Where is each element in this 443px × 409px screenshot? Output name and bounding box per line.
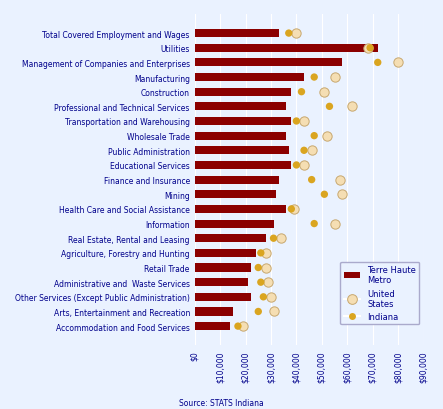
Point xyxy=(240,323,247,330)
Point xyxy=(308,177,315,184)
Point xyxy=(374,60,381,67)
Point xyxy=(293,119,300,125)
Point xyxy=(323,133,330,139)
Point xyxy=(338,191,346,198)
Bar xyxy=(195,293,251,301)
Point xyxy=(331,74,338,81)
Bar xyxy=(195,147,289,155)
Point xyxy=(257,250,264,256)
Bar xyxy=(195,132,286,140)
Point xyxy=(262,250,269,256)
Point xyxy=(336,177,343,184)
Point xyxy=(293,31,300,37)
Bar xyxy=(195,74,304,82)
Point xyxy=(300,162,307,169)
Point xyxy=(285,31,292,37)
Point xyxy=(321,191,328,198)
Point xyxy=(364,45,371,52)
Legend: Terre Haute
Metro, United
States, Indiana: Terre Haute Metro, United States, Indian… xyxy=(341,262,420,325)
Point xyxy=(298,89,305,96)
Bar xyxy=(195,249,256,257)
Bar xyxy=(195,220,273,228)
Point xyxy=(321,89,328,96)
Point xyxy=(366,45,373,52)
Bar xyxy=(195,118,291,126)
Bar xyxy=(195,264,251,272)
Point xyxy=(234,323,241,330)
Bar xyxy=(195,59,342,67)
Point xyxy=(311,133,318,139)
Bar xyxy=(195,191,276,199)
Bar xyxy=(195,88,291,97)
Point xyxy=(270,235,277,242)
Bar xyxy=(195,322,230,330)
Point xyxy=(349,104,356,110)
Point xyxy=(311,74,318,81)
Bar xyxy=(195,45,378,53)
Point xyxy=(331,221,338,227)
Point xyxy=(311,221,318,227)
Point xyxy=(270,308,277,315)
Point xyxy=(268,294,275,300)
Point xyxy=(260,294,267,300)
Point xyxy=(300,119,307,125)
Point xyxy=(288,206,295,213)
Bar xyxy=(195,162,291,170)
Text: Source: STATS Indiana: Source: STATS Indiana xyxy=(179,398,264,407)
Point xyxy=(300,148,307,154)
Bar xyxy=(195,103,286,111)
Point xyxy=(308,148,315,154)
Bar xyxy=(195,176,279,184)
Bar xyxy=(195,279,248,286)
Point xyxy=(278,235,285,242)
Point xyxy=(255,265,262,271)
Bar xyxy=(195,30,279,38)
Point xyxy=(395,60,402,67)
Bar xyxy=(195,205,286,213)
Point xyxy=(255,308,262,315)
Bar xyxy=(195,235,266,243)
Point xyxy=(262,265,269,271)
Point xyxy=(257,279,264,286)
Point xyxy=(265,279,272,286)
Point xyxy=(290,206,297,213)
Point xyxy=(326,104,333,110)
Bar xyxy=(195,308,233,316)
Point xyxy=(293,162,300,169)
